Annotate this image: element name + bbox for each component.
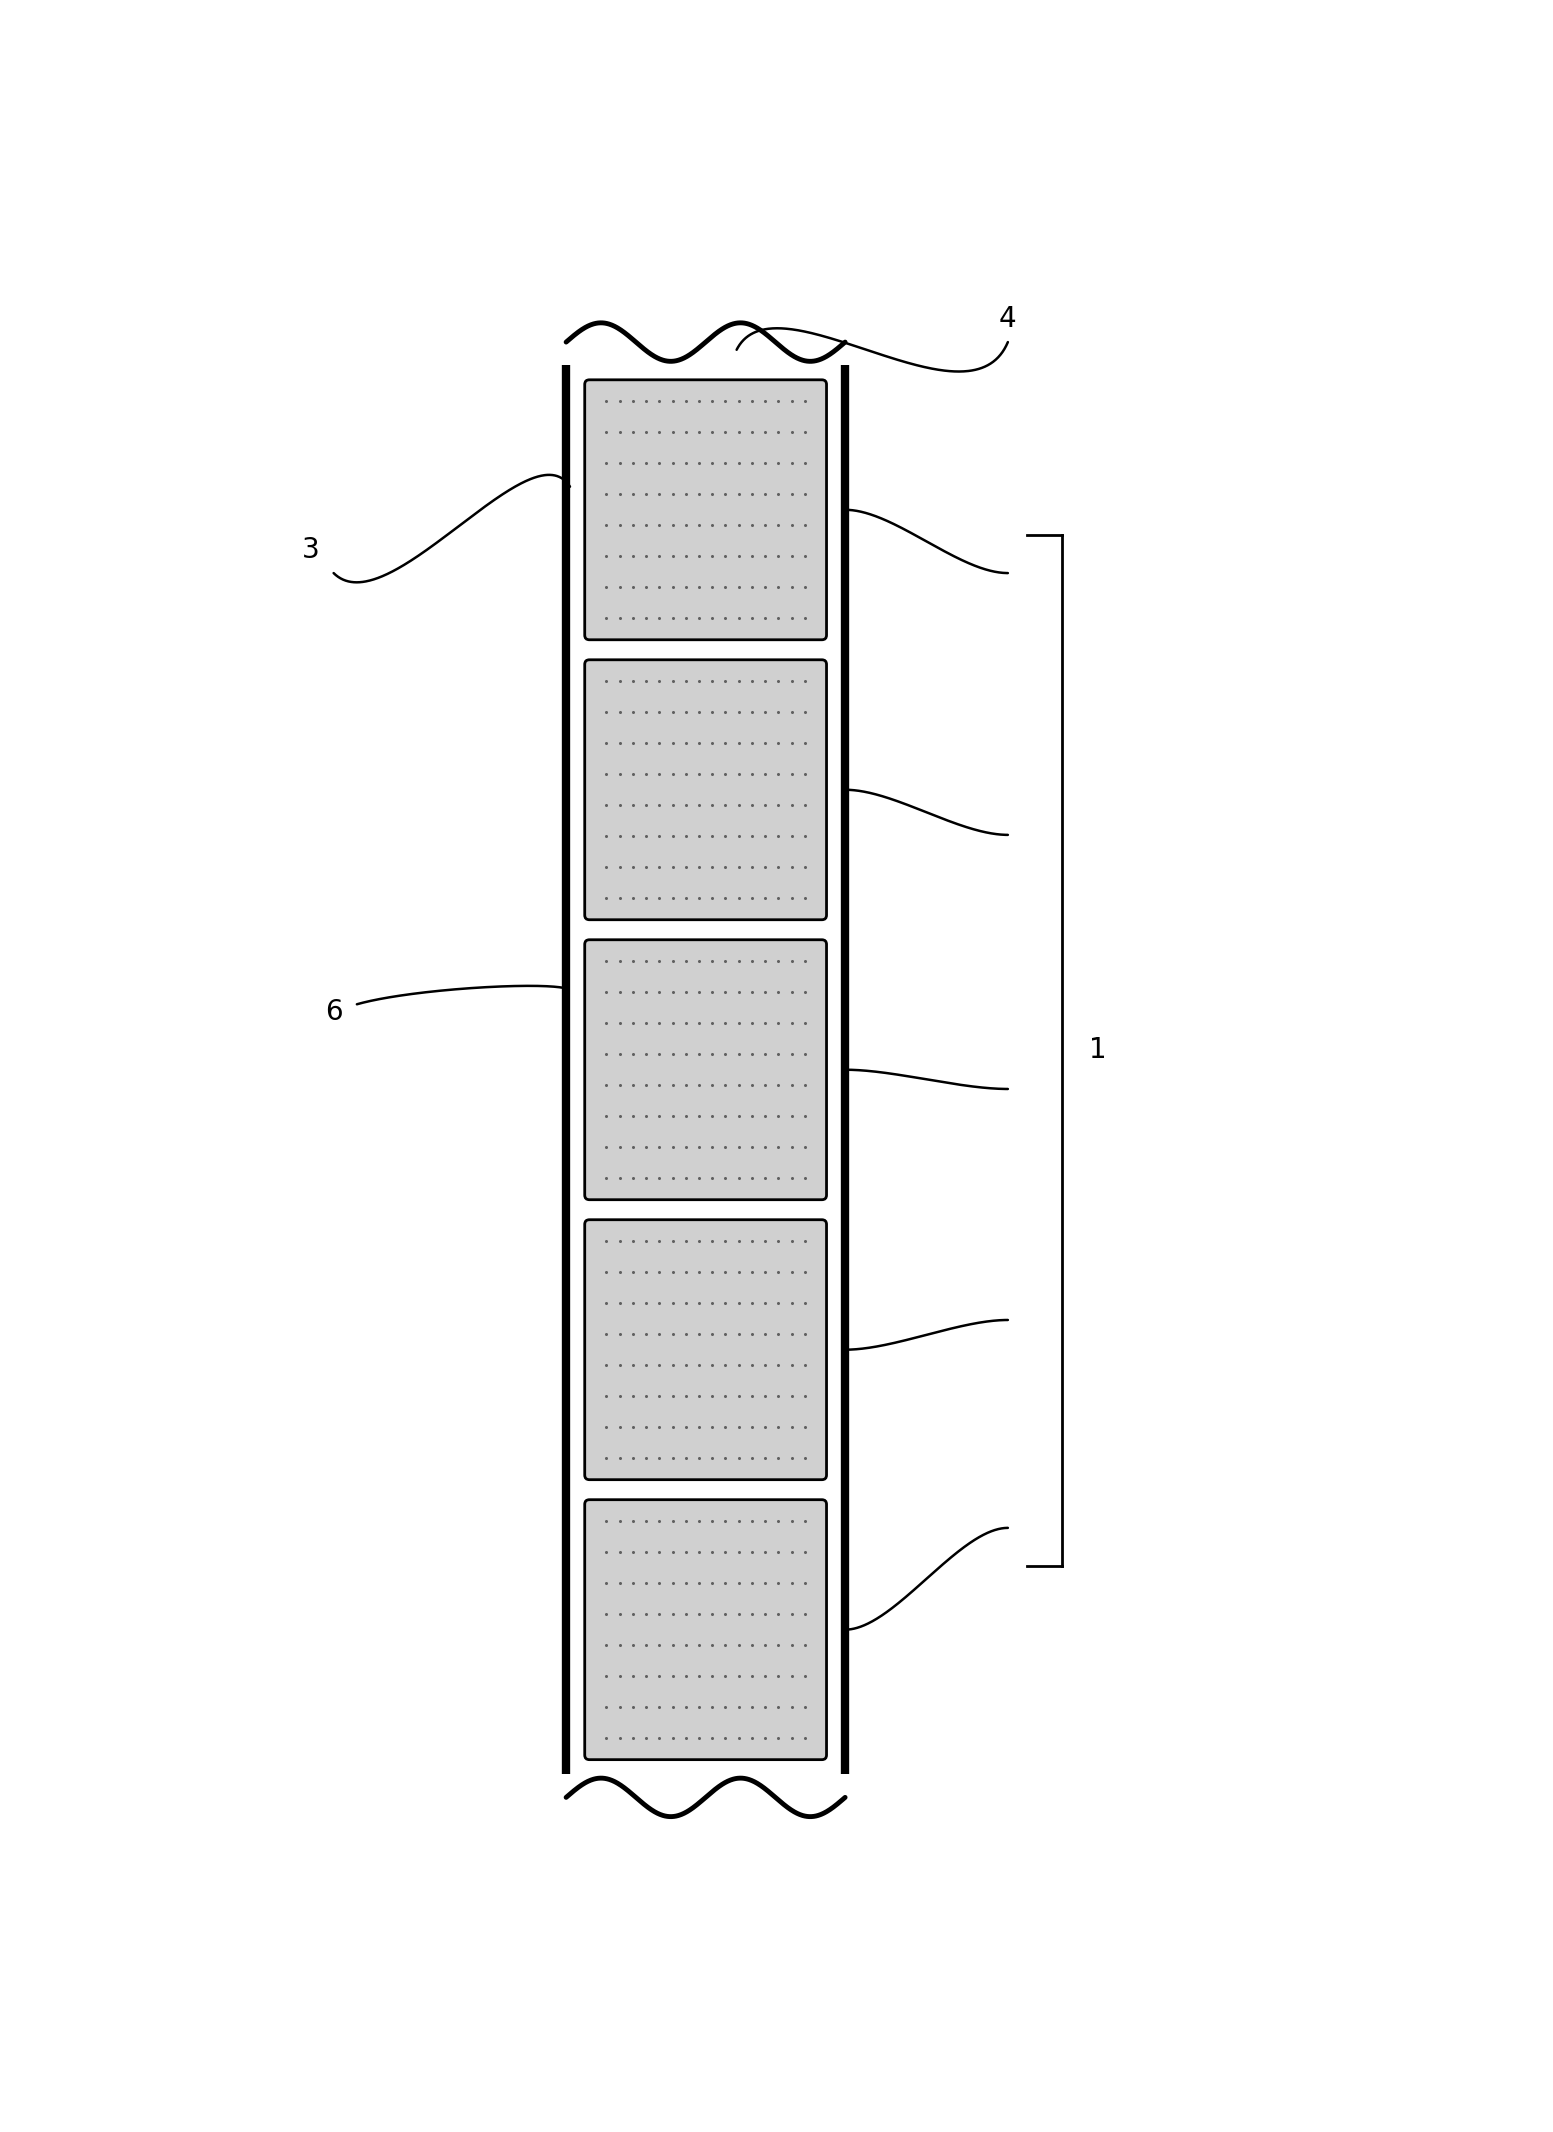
FancyBboxPatch shape <box>585 1220 826 1480</box>
FancyBboxPatch shape <box>585 940 826 1200</box>
FancyBboxPatch shape <box>585 659 826 919</box>
FancyBboxPatch shape <box>585 379 826 640</box>
FancyBboxPatch shape <box>585 1499 826 1759</box>
Text: 4: 4 <box>999 305 1017 333</box>
Text: 1: 1 <box>1089 1036 1107 1064</box>
Bar <box>567 341 845 1797</box>
Text: 3: 3 <box>301 535 320 565</box>
Text: 6: 6 <box>325 998 343 1025</box>
